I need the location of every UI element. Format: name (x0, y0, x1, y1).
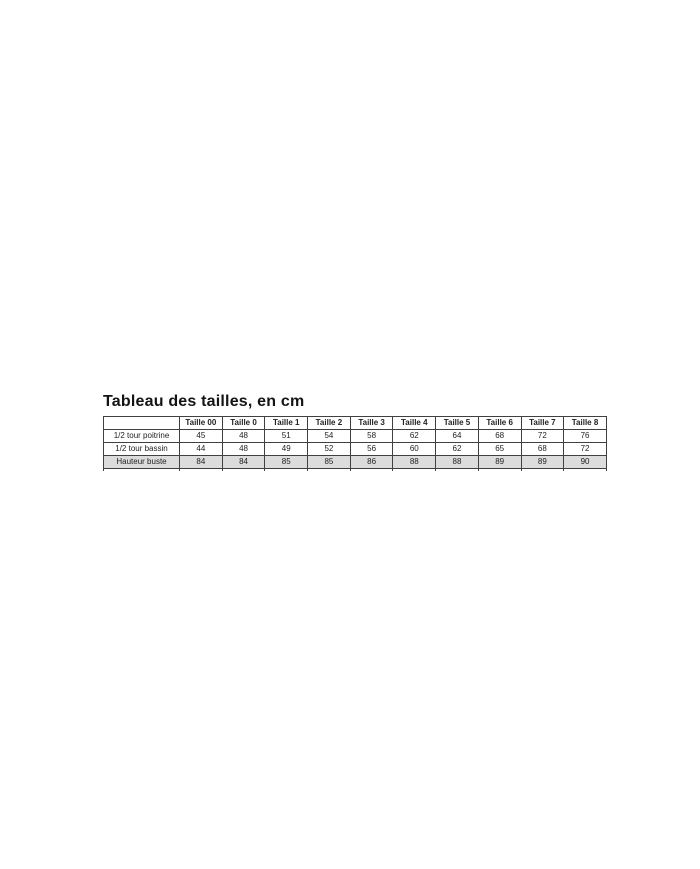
column-header: Taille 00 (179, 416, 223, 430)
value-cell: 68 (477, 429, 522, 443)
row-label: 1/2 tour bassin (103, 442, 180, 456)
value-cell: 52 (307, 442, 351, 456)
value-cell: 86 (349, 455, 394, 469)
cropped-cell (264, 468, 309, 471)
value-cell: 62 (435, 442, 479, 456)
column-header: Taille 3 (349, 416, 394, 430)
value-cell: 64 (435, 429, 479, 443)
column-header: Taille 8 (563, 416, 607, 430)
value-cell: 89 (520, 455, 565, 469)
value-cell: 60 (392, 442, 437, 456)
column-header: Taille 4 (392, 416, 437, 430)
table-row: Hauteur buste 84 84 85 85 86 88 88 89 89 90 (103, 455, 607, 469)
value-cell: 88 (435, 455, 479, 469)
value-cell: 90 (563, 455, 607, 469)
value-cell: 84 (179, 455, 223, 469)
cropped-cell (179, 468, 223, 471)
size-table: Taille 00 Taille 0 Taille 1 Taille 2 Taille … (103, 416, 607, 471)
column-header: Taille 7 (520, 416, 565, 430)
corner-cell (103, 416, 180, 430)
cropped-row (103, 468, 607, 471)
page-title: Tableau des tailles, en cm (103, 393, 305, 410)
value-cell: 85 (307, 455, 351, 469)
value-cell: 56 (349, 442, 394, 456)
value-cell: 85 (264, 455, 309, 469)
value-cell: 76 (563, 429, 607, 443)
value-cell: 58 (349, 429, 394, 443)
value-cell: 89 (477, 455, 522, 469)
value-cell: 45 (179, 429, 223, 443)
row-label: Hauteur buste (103, 455, 180, 469)
cropped-cell (103, 468, 180, 471)
row-label: 1/2 tour poitrine (103, 429, 180, 443)
value-cell: 62 (392, 429, 437, 443)
table-header-row: Taille 00 Taille 0 Taille 1 Taille 2 Taille … (103, 416, 607, 430)
value-cell: 44 (179, 442, 223, 456)
value-cell: 88 (392, 455, 437, 469)
table-row: 1/2 tour bassin 44 48 49 52 56 60 62 65 68 72 (103, 442, 607, 456)
column-header: Taille 6 (477, 416, 522, 430)
document-content: Tableau des tailles, en cm Taille 00 Tail… (103, 393, 607, 471)
value-cell: 68 (520, 442, 565, 456)
column-header: Taille 0 (221, 416, 266, 430)
cropped-cell (392, 468, 437, 471)
cropped-cell (307, 468, 351, 471)
value-cell: 49 (264, 442, 309, 456)
cropped-cell (221, 468, 266, 471)
value-cell: 51 (264, 429, 309, 443)
value-cell: 65 (477, 442, 522, 456)
cropped-cell (477, 468, 522, 471)
cropped-cell (520, 468, 565, 471)
column-header: Taille 1 (264, 416, 309, 430)
cropped-cell (349, 468, 394, 471)
cropped-cell (563, 468, 607, 471)
value-cell: 72 (563, 442, 607, 456)
value-cell: 54 (307, 429, 351, 443)
value-cell: 48 (221, 442, 266, 456)
value-cell: 48 (221, 429, 266, 443)
table-row: 1/2 tour poitrine 45 48 51 54 58 62 64 68 72 76 (103, 429, 607, 443)
column-header: Taille 5 (435, 416, 479, 430)
value-cell: 84 (221, 455, 266, 469)
value-cell: 72 (520, 429, 565, 443)
cropped-cell (435, 468, 479, 471)
column-header: Taille 2 (307, 416, 351, 430)
